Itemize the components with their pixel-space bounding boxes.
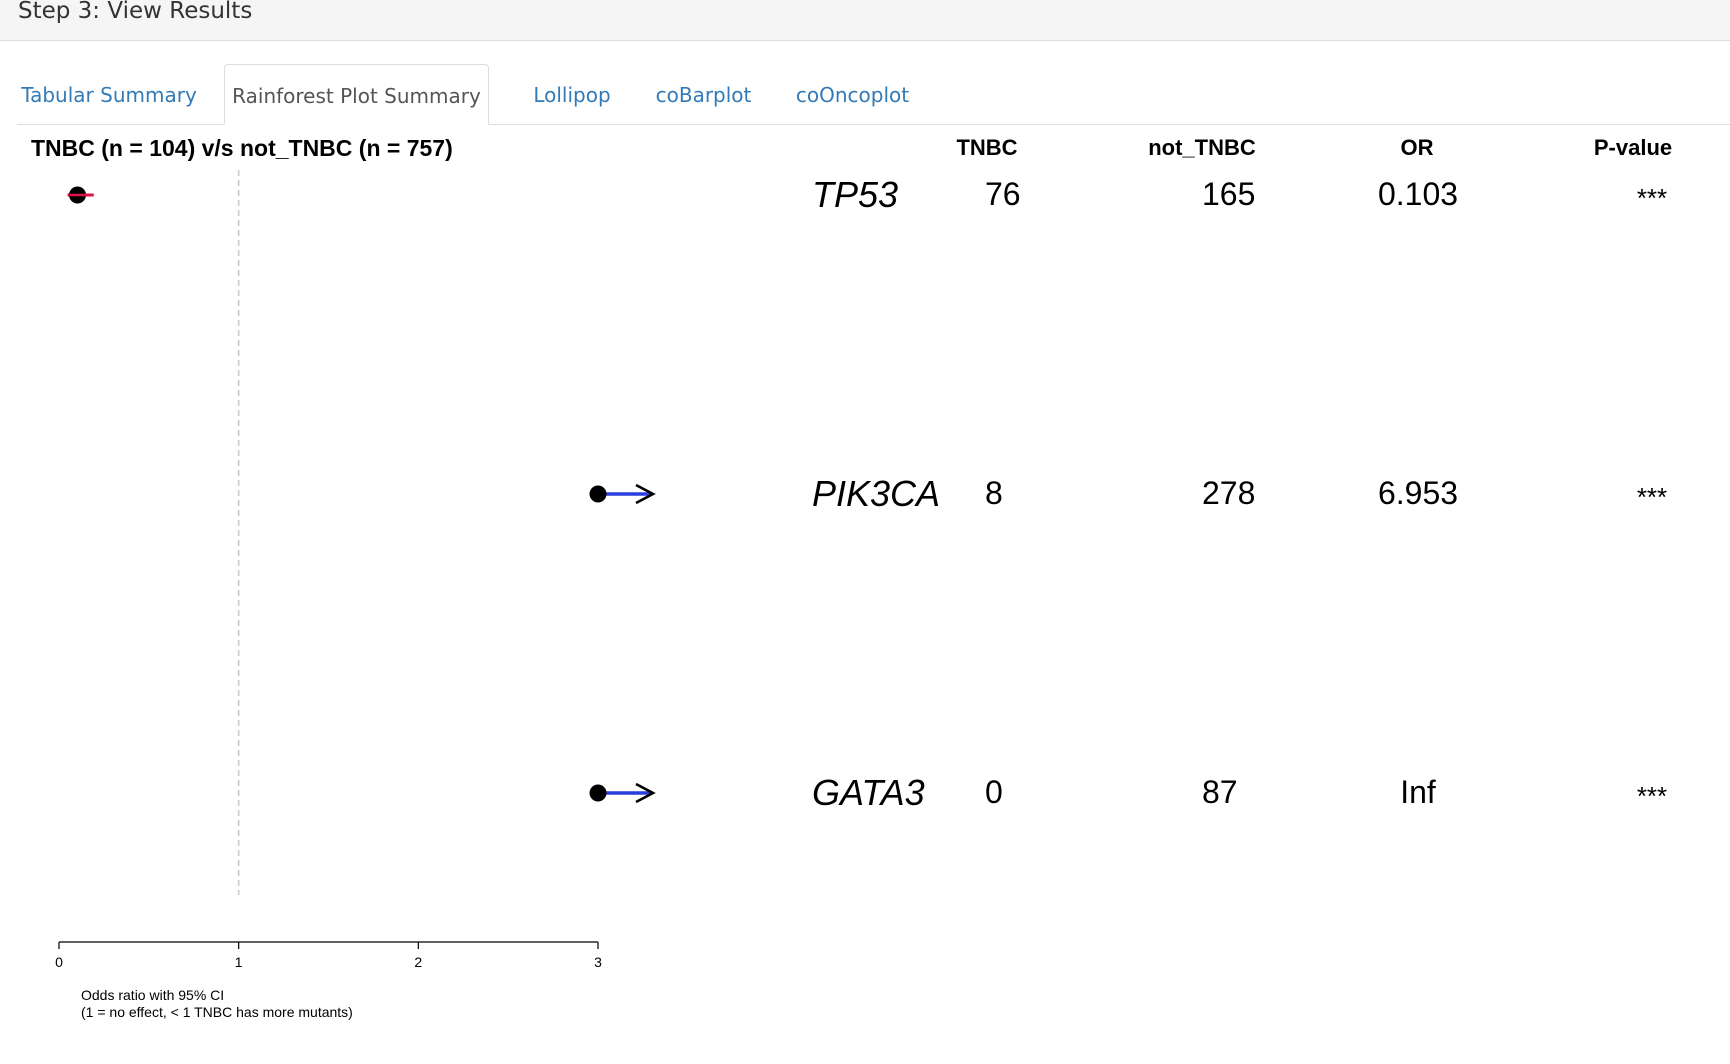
not-tnbc-count: 165 [1202,176,1255,212]
x-axis-label: Odds ratio with 95% CI [81,987,224,1003]
odds-ratio-point [589,784,607,802]
step-header: Step 3: View Results [0,0,1730,41]
odds-ratio-point [589,485,607,503]
rainforest-plot: TNBC (n = 104) v/s not_TNBC (n = 757) TN… [31,135,1672,1020]
step-title: Step 3: View Results [18,0,253,24]
not-tnbc-count: 278 [1202,475,1255,511]
not-tnbc-count: 87 [1202,774,1238,810]
tab-cobarplot[interactable]: coBarplot [655,83,752,107]
column-header-pvalue: P-value [1594,135,1672,160]
forest-row-pik3ca: PIK3CA 8 278 6.953 *** [589,473,1667,514]
p-value-stars: *** [1637,183,1667,213]
x-axis-sublabel: (1 = no effect, < 1 TNBC has more mutant… [81,1004,353,1020]
column-header-not-tnbc: not_TNBC [1148,135,1256,160]
forest-row-gata3: GATA3 0 87 Inf *** [589,772,1667,813]
odds-ratio-value: Inf [1400,774,1436,810]
column-header-or: OR [1401,135,1434,160]
tnbc-count: 76 [985,176,1021,212]
truncation-arrow-icon [635,782,656,804]
results-tabs: Tabular Summary Rainforest Plot Summary … [17,64,1730,125]
axis-tick-label: 2 [414,954,422,970]
gene-label: TP53 [812,174,898,215]
truncation-arrow-icon [635,483,656,505]
tab-lollipop[interactable]: Lollipop [533,83,611,107]
tnbc-count: 8 [985,475,1003,511]
odds-ratio-value: 0.103 [1378,176,1458,212]
x-axis: 0 1 2 3 [55,941,602,970]
axis-tick-label: 0 [55,954,63,970]
plot-title: TNBC (n = 104) v/s not_TNBC (n = 757) [31,135,453,161]
tnbc-count: 0 [985,774,1003,810]
gene-label: GATA3 [812,772,925,813]
gene-label: PIK3CA [812,473,940,514]
tab-cooncoplot[interactable]: coOncoplot [795,83,910,107]
column-header-tnbc: TNBC [956,135,1017,160]
axis-tick-label: 1 [235,954,243,970]
forest-row-tp53: TP53 76 165 0.103 *** [67,174,1667,215]
odds-ratio-value: 6.953 [1378,475,1458,511]
p-value-stars: *** [1637,482,1667,512]
tab-tabular-summary[interactable]: Tabular Summary [21,83,197,107]
tab-rainforest-plot-summary[interactable]: Rainforest Plot Summary [224,64,489,125]
p-value-stars: *** [1637,781,1667,811]
axis-tick-label: 3 [594,954,602,970]
